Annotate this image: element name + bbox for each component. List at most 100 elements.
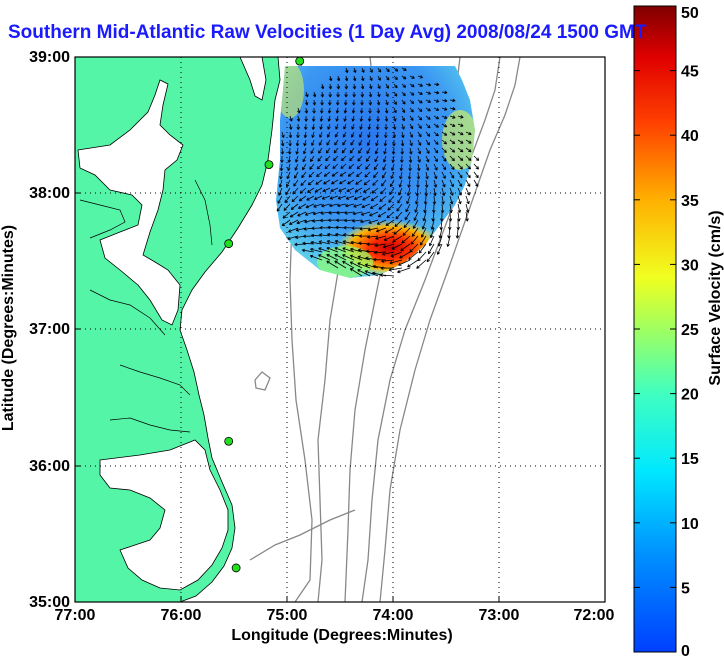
velocity-arrow — [326, 253, 339, 261]
velocity-arrow — [308, 171, 315, 178]
velocity-arrow — [449, 147, 456, 153]
velocity-arrow — [342, 131, 347, 138]
velocity-arrow — [282, 211, 291, 219]
velocity-arrow — [324, 163, 331, 170]
velocity-arrow — [321, 195, 331, 200]
velocity-arrow — [369, 203, 379, 209]
velocity-arrow — [328, 75, 333, 82]
velocity-arrow — [319, 131, 323, 138]
velocity-arrow — [349, 147, 355, 154]
velocity-arrow — [323, 171, 331, 177]
velocity-arrow — [286, 179, 291, 188]
velocity-arrow — [296, 219, 307, 225]
velocity-arrow — [441, 98, 448, 103]
velocity-arrow — [425, 139, 430, 146]
velocity-arrow — [400, 139, 405, 147]
velocity-arrow — [373, 163, 379, 171]
velocity-arrow — [409, 131, 413, 138]
velocity-arrow — [328, 211, 339, 215]
velocity-arrow — [385, 83, 389, 89]
velocity-arrow — [349, 254, 363, 261]
velocity-arrow — [352, 83, 357, 90]
velocity-arrow — [349, 268, 363, 277]
velocity-arrow — [359, 107, 364, 114]
velocity-arrow — [393, 83, 398, 89]
velocity-arrow — [359, 115, 364, 122]
velocity-arrow — [276, 203, 283, 212]
colorbar-tick-label: 35 — [681, 193, 699, 210]
velocity-arrow — [418, 243, 427, 254]
velocity-arrow — [334, 131, 339, 138]
velocity-arrow — [312, 99, 317, 106]
velocity-arrow — [304, 99, 309, 106]
velocity-arrow — [425, 155, 430, 163]
velocity-arrow — [377, 83, 381, 90]
velocity-arrow — [412, 219, 419, 229]
velocity-arrow — [449, 106, 456, 111]
velocity-arrow — [351, 107, 356, 114]
velocity-arrow — [465, 155, 472, 161]
y-tick-label: 36:00 — [29, 458, 70, 475]
velocity-arrow — [465, 131, 472, 136]
velocity-arrow — [319, 115, 324, 122]
velocity-arrow — [369, 67, 373, 73]
velocity-arrow — [277, 195, 283, 204]
velocity-arrow — [284, 195, 291, 204]
velocity-arrow — [368, 99, 373, 106]
velocity-arrow — [379, 273, 395, 277]
velocity-arrow — [287, 147, 292, 155]
velocity-arrow — [314, 187, 323, 193]
velocity-arrow — [417, 75, 423, 79]
velocity-arrow — [329, 203, 339, 208]
velocity-arrow — [327, 232, 339, 237]
velocity-arrow — [296, 131, 300, 138]
velocity-arrow — [411, 227, 419, 237]
velocity-arrow — [381, 171, 387, 179]
velocity-arrow — [415, 195, 419, 205]
velocity-arrow — [383, 139, 388, 147]
velocity-arrow — [336, 75, 341, 82]
velocity-arrow — [376, 227, 387, 233]
velocity-arrow — [352, 99, 356, 106]
velocity-arrow — [334, 247, 347, 253]
velocity-arrow — [313, 203, 323, 208]
velocity-arrow — [409, 99, 415, 104]
velocity-arrow — [383, 235, 395, 241]
colorbar-tick-label: 50 — [681, 5, 699, 22]
velocity-arrow — [287, 155, 292, 163]
velocity-arrow — [348, 163, 355, 169]
velocity-arrow — [401, 123, 405, 130]
velocity-arrow — [291, 195, 299, 203]
velocity-arrow — [304, 211, 315, 216]
velocity-arrow — [301, 248, 315, 253]
velocity-arrow — [319, 233, 331, 237]
velocity-arrow — [354, 187, 363, 193]
velocity-arrow — [425, 147, 430, 154]
velocity-arrow — [358, 139, 363, 146]
velocity-arrow — [457, 123, 464, 127]
velocity-arrow — [333, 155, 339, 162]
velocity-arrow — [374, 155, 379, 163]
colorbar-tick-label: 45 — [681, 64, 699, 81]
velocity-arrow — [343, 115, 347, 122]
velocity-arrow — [312, 91, 317, 98]
velocity-arrow — [312, 211, 323, 216]
velocity-arrow — [349, 155, 355, 162]
velocity-arrow — [312, 107, 316, 114]
velocity-arrow — [374, 243, 387, 248]
velocity-arrow — [424, 179, 429, 188]
velocity-arrow — [417, 139, 422, 146]
grid-lines — [75, 57, 605, 602]
velocity-arrow — [406, 195, 411, 205]
x-tick-label: 73:00 — [479, 607, 520, 624]
x-axis-label: Longitude (Degrees:Minutes) — [231, 627, 452, 644]
velocity-arrow — [304, 219, 315, 224]
velocity-arrow — [421, 227, 427, 238]
velocity-arrow — [317, 155, 323, 162]
velocity-arrow — [307, 179, 315, 186]
velocity-arrow — [311, 123, 316, 130]
velocity-arrow — [465, 203, 470, 213]
velocity-arrow — [288, 131, 293, 139]
velocity-arrow — [457, 171, 463, 179]
velocity-arrows — [276, 67, 480, 277]
